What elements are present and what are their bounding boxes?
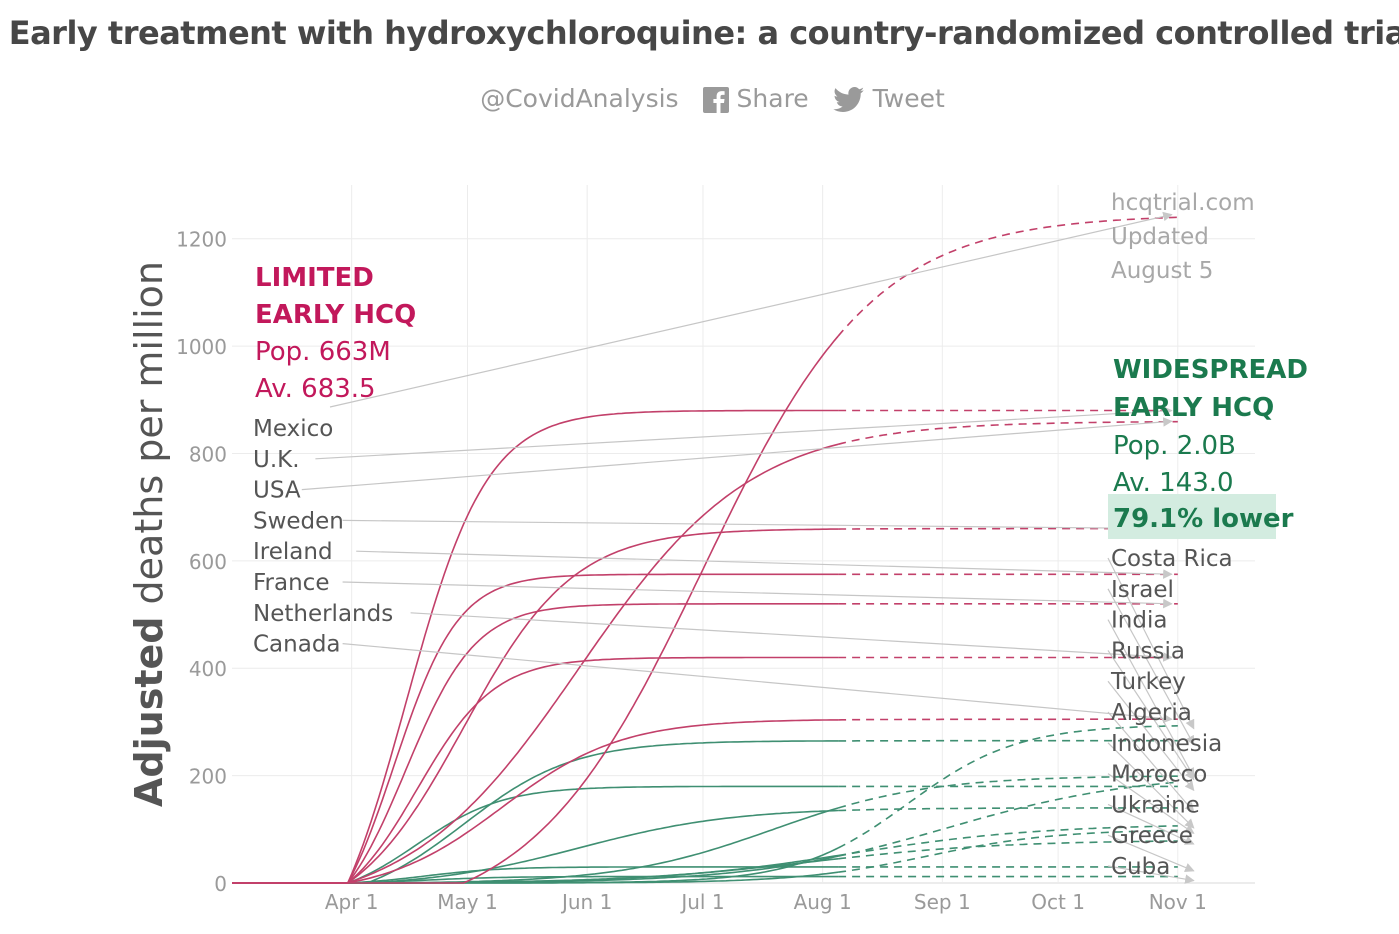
limited-connector-arrow [342,643,1173,724]
widespread-country-label: Costa Rica [1111,546,1233,572]
limited-country-label: U.K. [253,447,300,473]
twitter-icon [832,86,864,112]
widespread-observed-line-israel [232,740,839,884]
limited-country-label: Canada [253,632,341,658]
widespread-observed-line-russia [232,807,839,884]
reduction-label: 79.1% lower [1113,504,1294,534]
reduction-highlight [1108,494,1276,539]
y-tick-label: 200 [189,765,227,789]
watermark-text: Updated [1111,224,1209,250]
handle-link[interactable]: @CovidAnalysis [480,83,679,113]
x-tick-label: Nov 1 [1149,890,1207,914]
widespread-connector-arrow [1107,865,1195,884]
y-tick-label: 600 [189,550,227,574]
x-tick-label: Sep 1 [914,890,971,914]
widespread-connector-arrow [1107,557,1195,730]
watermark-text: August 5 [1111,258,1213,284]
widespread-projection-line-morocco [837,829,1178,873]
widespread-country-label: Ukraine [1111,792,1200,818]
widespread-country-label: Algeria [1111,700,1192,726]
tweet-label: Tweet [872,83,945,113]
share-row: @CovidAnalysis Share Tweet [0,82,1399,113]
widespread-connector-arrow [1107,650,1195,781]
watermark-text: hcqtrial.com [1111,190,1255,216]
x-tick-label: Apr 1 [325,890,379,914]
widespread-average: Av. 143.0 [1113,468,1234,498]
y-axis-label-bold: Adjusted [127,617,171,807]
x-tick-label: May 1 [437,890,497,914]
x-tick-label: Jul 1 [679,890,724,914]
y-tick-label: 800 [189,442,227,466]
widespread-projection-line-ukraine [837,840,1178,860]
y-axis-label: Adjusted deaths per million [127,261,171,807]
widespread-country-label: India [1111,608,1167,634]
limited-connector-arrow [329,211,1173,408]
limited-average: Av. 683.5 [255,374,376,404]
widespread-connector-arrow [1107,834,1195,873]
limited-connector-arrow [356,550,1173,579]
widespread-connector-arrow [1107,711,1195,813]
widespread-projection-line-indonesia [837,825,1178,857]
y-tick-label: 1200 [176,228,227,252]
widespread-country-label: Greece [1111,823,1193,849]
limited-projection-line-canada [838,718,1178,721]
widespread-connector-arrow [1107,803,1195,845]
y-tick-label: 1000 [176,335,227,359]
page-title: Early treatment with hydroxychloroquine:… [8,14,1399,52]
limited-country-label: Ireland [253,539,333,565]
widespread-projection-line-algeria [838,807,1178,812]
widespread-country-label: Russia [1111,638,1185,664]
widespread-connector-arrow [1107,773,1195,834]
y-axis-label-rest: deaths per million [127,261,171,617]
x-tick-label: Oct 1 [1031,890,1085,914]
limited-connector-arrow [342,519,1173,534]
y-tick-label: 400 [189,657,227,681]
widespread-country-label: Turkey [1110,669,1186,695]
widespread-country-label: Indonesia [1111,731,1222,757]
limited-population: Pop. 663M [255,337,391,367]
widespread-projection-line-india [837,781,1178,857]
limited-connector-arrow [301,417,1173,491]
widespread-country-label: Israel [1111,577,1174,603]
limited-country-label: Sweden [253,508,344,534]
limited-group-title: LIMITED [255,263,374,293]
limited-group-title: EARLY HCQ [255,300,416,330]
widespread-connector-arrow [1107,588,1195,746]
limited-connector-arrow [315,406,1173,460]
limited-observed-line-netherlands [232,656,839,884]
limited-connector-arrow [342,581,1173,609]
widespread-group-title: WIDESPREAD [1113,355,1308,385]
x-tick-label: Jun 1 [560,890,612,914]
share-label: Share [736,83,809,113]
widespread-connector-arrow [1107,680,1195,792]
widespread-country-label: Cuba [1111,854,1170,880]
limited-observed-line-canada [232,719,839,884]
widespread-projection-line-russia [837,775,1178,809]
limited-country-label: USA [253,478,301,504]
limited-country-label: France [253,570,329,596]
widespread-connector-arrow [1107,742,1195,829]
tweet-button[interactable]: Tweet [832,83,945,113]
widespread-group-title: EARLY HCQ [1113,393,1274,423]
limited-projection-line-mexico [837,216,1178,337]
widespread-connector-arrow [1107,619,1195,778]
widespread-country-label: Morocco [1111,762,1207,788]
y-tick-label: 0 [214,872,227,896]
widespread-observed-line-algeria [232,809,839,884]
limited-projection-line-usa [837,420,1178,446]
facebook-icon [702,86,729,113]
limited-country-label: Mexico [253,416,333,442]
widespread-population: Pop. 2.0B [1113,431,1236,461]
x-tick-label: Aug 1 [794,890,852,914]
limited-connector-arrow [410,612,1173,662]
share-button[interactable]: Share [702,83,809,113]
limited-country-label: Netherlands [253,601,393,627]
